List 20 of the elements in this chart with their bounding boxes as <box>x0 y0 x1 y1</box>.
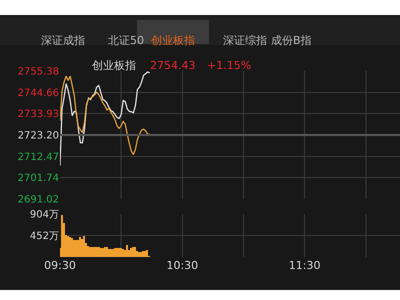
text: 成份B指 <box>271 34 312 47</box>
y-tick-label: 2691.02 <box>18 194 59 206</box>
chart-title: 创业板指 <box>92 59 136 72</box>
y-tick-label: 2744.66 <box>18 88 59 99</box>
text: 深证成指 <box>41 34 85 47</box>
annotation: 2754.43 <box>150 59 196 72</box>
y-tick-label: 452万 <box>30 231 59 242</box>
y-tick-label: 904万 <box>30 210 59 220</box>
y-tick-label: 2755.38 <box>18 66 59 78</box>
y-tick-label: 2723.20 <box>18 130 59 142</box>
text: 北证50 <box>108 34 144 47</box>
x-tick-label: 11:30 <box>288 259 320 272</box>
y-tick-label: 2712.47 <box>18 152 59 163</box>
x-tick-label: 09:30 <box>44 259 76 272</box>
y-tick-label: 2701.74 <box>18 173 59 184</box>
text: 创业板指 <box>151 34 195 47</box>
x-tick-label: 10:30 <box>166 259 198 272</box>
annotation: +1.15% <box>207 59 252 72</box>
y-tick-label: 2733.93 <box>18 109 59 120</box>
text: 深证综指 <box>223 34 267 47</box>
